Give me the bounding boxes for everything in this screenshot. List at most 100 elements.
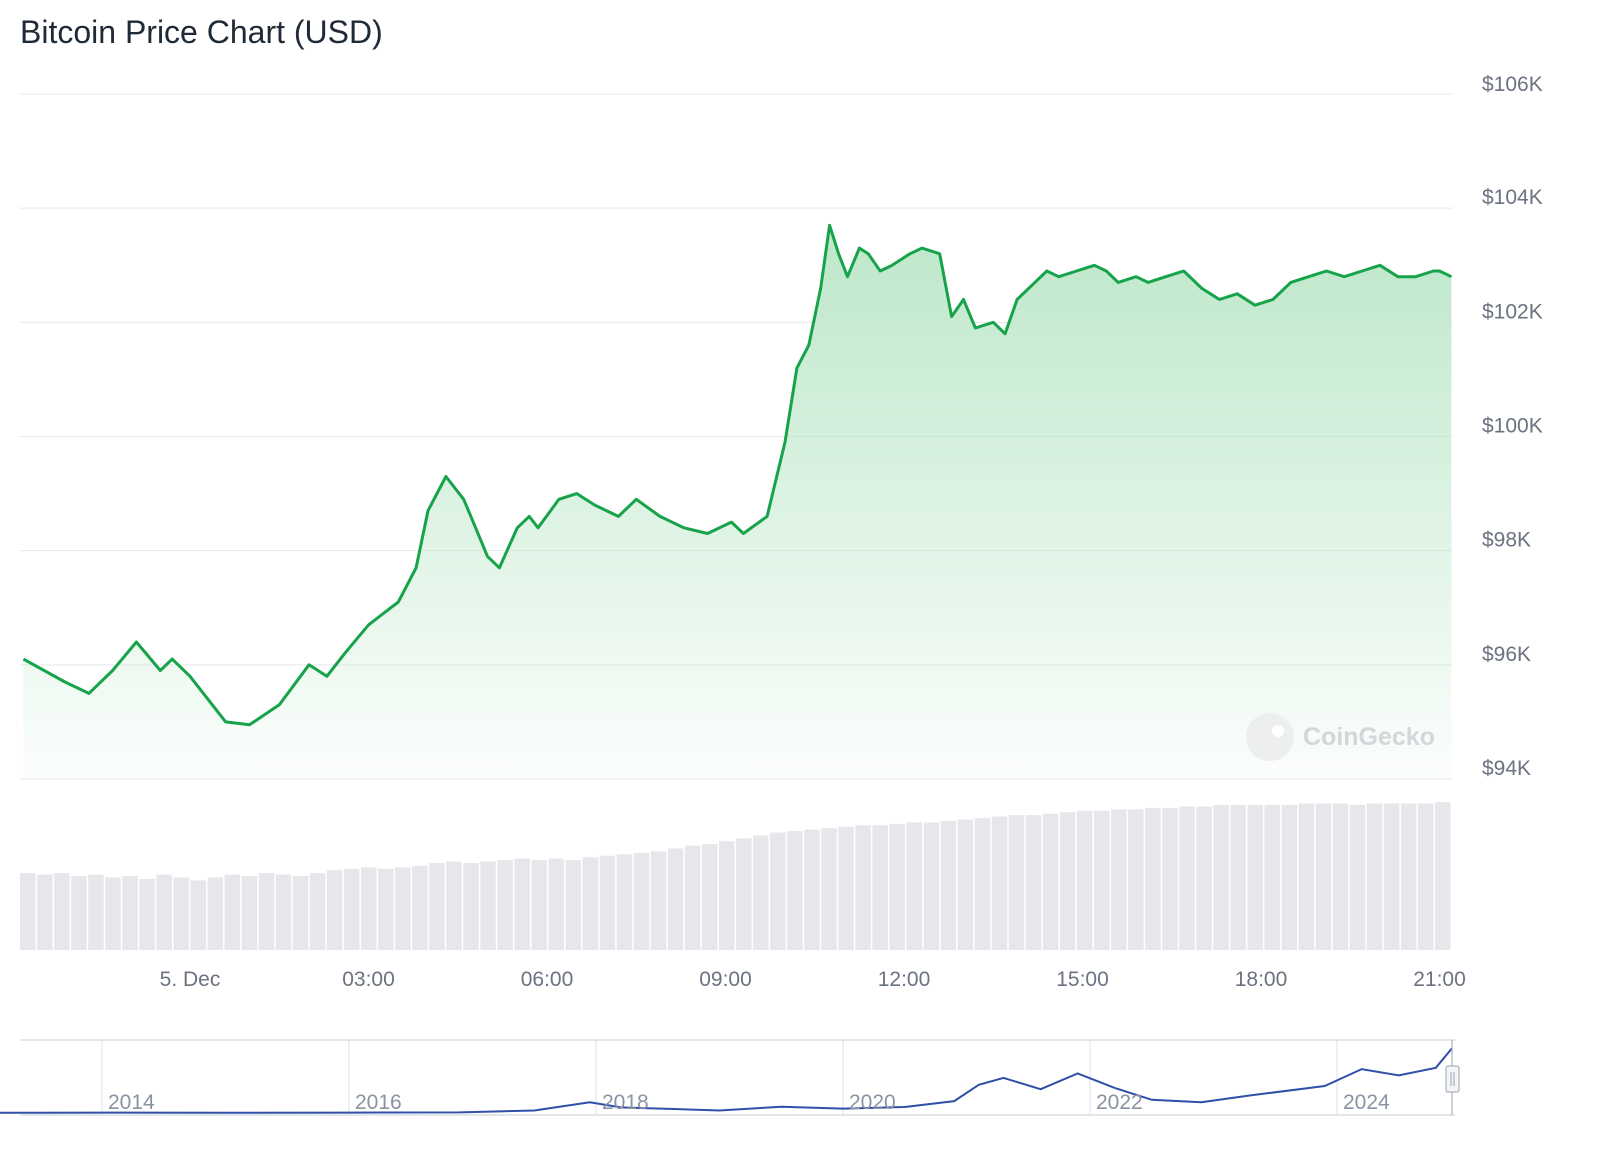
volume-bar: [940, 820, 957, 950]
y-tick-label: $102K: [1482, 300, 1543, 323]
x-tick-label: 18:00: [1235, 968, 1288, 991]
volume-bar: [1076, 810, 1093, 950]
volume-bar: [309, 873, 326, 950]
volume-bar: [1315, 803, 1332, 950]
volume-bar: [889, 823, 905, 950]
y-tick-label: $98K: [1482, 529, 1531, 552]
volume-bar: [855, 825, 871, 950]
volume-bar: [1383, 803, 1400, 950]
x-tick-label: 15:00: [1056, 968, 1109, 991]
navigator[interactable]: 2014 2016 2018 2020 2022 2024: [0, 1039, 1460, 1116]
y-tick-label: $100K: [1482, 415, 1543, 438]
navigator-line: [0, 1047, 1453, 1114]
volume-bar: [872, 825, 888, 950]
coingecko-watermark: CoinGecko: [1246, 713, 1435, 761]
volume-bar: [207, 877, 224, 950]
volume-bar: [565, 860, 582, 950]
volume-bar: [1042, 813, 1059, 950]
volume-bar: [718, 841, 735, 950]
volume-bar: [531, 860, 547, 950]
volume-bar: [173, 877, 189, 950]
x-axis-labels: 5. Dec 03:00 06:00 09:00 12:00 15:00 18:00 21:0…: [160, 968, 1466, 991]
volume-bar: [326, 870, 343, 950]
volume-bar: [974, 818, 991, 950]
volume-bar: [1230, 805, 1246, 950]
volume-bar: [395, 867, 411, 950]
volume-bar: [1111, 809, 1127, 950]
volume-bar: [1008, 815, 1025, 950]
navigator-handle[interactable]: [1445, 1065, 1460, 1093]
volume-bar: [190, 880, 207, 950]
volume-bar: [1128, 809, 1144, 950]
volume-bar: [54, 873, 70, 950]
price-line: [22, 223, 1453, 727]
price-area: [23, 225, 1452, 780]
volume-bar: [1162, 807, 1178, 950]
volume-bar: [548, 858, 565, 950]
x-tick-label: 21:00: [1413, 968, 1466, 991]
volume-bar: [1349, 805, 1366, 950]
volume-bar: [923, 822, 940, 950]
volume-bar: [292, 876, 309, 950]
gecko-logo-icon: [1246, 713, 1294, 761]
volume-bar: [1417, 803, 1434, 950]
navigator-grid: [101, 1040, 1338, 1115]
y-tick-label: $104K: [1482, 186, 1543, 209]
volume-bar: [906, 822, 923, 950]
volume-bar: [1400, 803, 1417, 950]
volume-bar: [1298, 803, 1315, 950]
volume-bar: [1059, 812, 1076, 950]
volume-bar: [701, 844, 718, 950]
volume-bar: [1145, 807, 1161, 950]
volume-bar: [599, 855, 616, 950]
volume-bar: [37, 874, 53, 950]
volume-bar: [343, 868, 360, 950]
volume-bar: [821, 828, 837, 950]
volume-bar: [770, 832, 786, 950]
y-tick-label: $96K: [1482, 643, 1531, 666]
volume-bars: [20, 802, 1451, 950]
volume-bar: [1247, 805, 1263, 950]
volume-bar: [736, 838, 752, 950]
volume-bar: [275, 874, 292, 950]
volume-bar: [88, 874, 104, 950]
volume-bar: [497, 860, 513, 950]
volume-bar: [480, 861, 496, 950]
volume-bar: [463, 863, 479, 950]
x-tick-label: 12:00: [878, 968, 931, 991]
volume-bar: [787, 831, 803, 950]
volume-bar: [1281, 805, 1298, 950]
navigator-tick-label: 2022: [1096, 1091, 1143, 1114]
volume-bar: [514, 858, 530, 950]
volume-bar: [1366, 803, 1383, 950]
gecko-eye-icon: [1272, 725, 1284, 737]
volume-bar: [258, 873, 275, 950]
x-tick-label: 09:00: [699, 968, 752, 991]
volume-bar: [429, 863, 445, 950]
volume-bar: [838, 826, 854, 950]
navigator-tick-label: 2018: [602, 1091, 649, 1114]
volume-bar: [20, 873, 36, 950]
volume-bar: [633, 852, 650, 950]
volume-bar: [1434, 802, 1451, 950]
x-tick-label: 06:00: [521, 968, 574, 991]
volume-bar: [684, 845, 701, 950]
volume-bar: [753, 835, 769, 950]
y-tick-label: $106K: [1482, 73, 1543, 96]
volume-bar: [582, 857, 599, 950]
y-axis-labels: $94K $96K $98K $100K $102K $104K $106K: [1482, 73, 1543, 780]
volume-bar: [446, 861, 462, 950]
volume-bar: [1196, 806, 1212, 950]
volume-bar: [1332, 803, 1349, 950]
x-tick-label: 5. Dec: [160, 968, 221, 991]
volume-bar: [360, 867, 377, 950]
volume-bar: [71, 876, 87, 950]
volume-bar: [1264, 805, 1281, 950]
navigator-tick-label: 2014: [108, 1091, 155, 1114]
volume-bar: [105, 877, 121, 950]
volume-bar: [616, 854, 633, 950]
watermark-text: CoinGecko: [1303, 723, 1435, 751]
navigator-tick-label: 2020: [849, 1091, 896, 1114]
volume-bar: [1179, 806, 1195, 950]
volume-bar: [156, 874, 172, 950]
